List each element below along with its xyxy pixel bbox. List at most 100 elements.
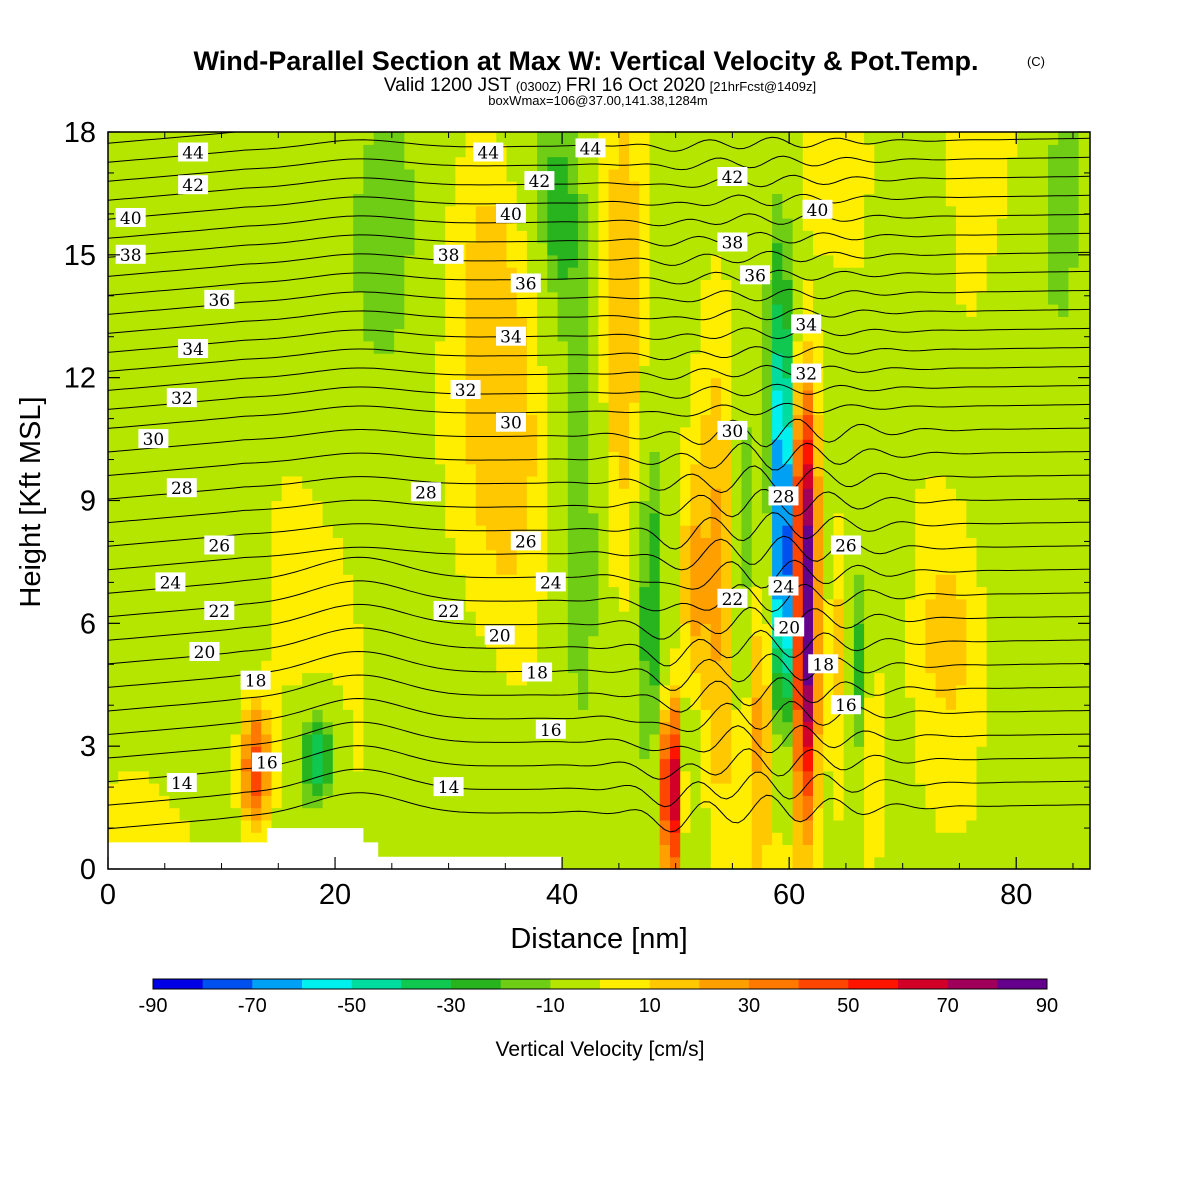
heatmap-cell: [435, 746, 446, 760]
heatmap-cell: [905, 451, 916, 465]
heatmap-cell: [118, 389, 129, 403]
heatmap-cell: [486, 377, 497, 391]
heatmap-cell: [567, 267, 579, 280]
heatmap-cell: [189, 586, 201, 600]
heatmap-cell: [659, 377, 671, 391]
heatmap-cell: [976, 488, 988, 502]
heatmap-cell: [598, 721, 610, 735]
heatmap-cell: [772, 709, 783, 723]
heatmap-cell: [557, 439, 569, 452]
heatmap-cell: [710, 561, 722, 575]
heatmap-cell: [547, 684, 559, 698]
heatmap-cell: [435, 414, 446, 428]
heatmap-cell: [690, 684, 702, 698]
heatmap-cell: [1068, 304, 1080, 317]
heatmap-cell: [853, 279, 865, 293]
heatmap-cell: [332, 660, 344, 674]
heatmap-cell: [332, 537, 344, 551]
heatmap-cell: [905, 856, 916, 869]
heatmap-cell: [557, 488, 569, 502]
heatmap-cell: [598, 316, 610, 330]
heatmap-cell: [1058, 623, 1069, 637]
heatmap-cell: [915, 426, 926, 440]
heatmap-cell: [833, 279, 845, 293]
heatmap-cell: [690, 770, 702, 784]
heatmap-cell: [802, 660, 814, 674]
heatmap-cell: [108, 672, 119, 686]
heatmap-cell: [884, 856, 896, 869]
heatmap-cell: [189, 451, 201, 465]
heatmap-cell: [915, 832, 926, 845]
heatmap-cell: [261, 316, 273, 330]
heatmap-cell: [792, 512, 804, 526]
heatmap-cell: [761, 254, 773, 268]
heatmap-cell: [138, 389, 150, 403]
heatmap-cell: [373, 795, 385, 809]
heatmap-cell: [956, 574, 967, 588]
heatmap-cell: [455, 512, 467, 526]
heatmap-cell: [772, 500, 783, 514]
heatmap-cell: [281, 549, 293, 563]
heatmap-cell: [271, 647, 283, 661]
heatmap-cell: [588, 795, 599, 809]
heatmap-cell: [128, 414, 140, 428]
heatmap-cell: [281, 537, 293, 551]
heatmap-cell: [823, 525, 834, 538]
heatmap-cell: [618, 561, 630, 575]
heatmap-cell: [322, 807, 334, 821]
heatmap-cell: [526, 758, 538, 772]
heatmap-cell: [383, 795, 395, 809]
heatmap-cell: [608, 267, 620, 280]
heatmap-cell: [639, 549, 651, 563]
heatmap-cell: [332, 647, 344, 661]
heatmap-cell: [690, 660, 702, 674]
heatmap-cell: [332, 353, 344, 366]
heatmap-cell: [281, 463, 293, 477]
heatmap-cell: [700, 389, 712, 403]
heatmap-cell: [1037, 279, 1049, 293]
heatmap-cell: [1058, 254, 1069, 268]
heatmap-cell: [557, 500, 569, 514]
heatmap-cell: [373, 525, 385, 538]
heatmap-cell: [1037, 770, 1049, 784]
heatmap-cell: [751, 660, 763, 674]
heatmap-cell: [1058, 328, 1069, 342]
heatmap-cell: [915, 340, 926, 354]
heatmap-cell: [148, 647, 160, 661]
heatmap-cell: [496, 426, 508, 440]
heatmap-cell: [884, 733, 896, 747]
heatmap-cell: [271, 623, 283, 637]
heatmap-cell: [353, 721, 364, 735]
heatmap-cell: [945, 672, 957, 686]
heatmap-cell: [894, 353, 906, 366]
heatmap-cell: [996, 758, 1008, 772]
heatmap-cell: [925, 254, 937, 268]
heatmap-cell: [230, 304, 242, 317]
heatmap-cell: [618, 623, 630, 637]
heatmap-cell: [843, 684, 855, 698]
heatmap-cell: [506, 660, 518, 674]
heatmap-cell: [772, 647, 783, 661]
heatmap-cell: [874, 635, 886, 649]
heatmap-cell: [373, 353, 385, 366]
heatmap-cell: [1058, 304, 1069, 317]
heatmap-cell: [894, 684, 906, 698]
heatmap-cell: [435, 316, 446, 330]
heatmap-cell: [670, 254, 681, 268]
heatmap-cell: [751, 819, 763, 833]
heatmap-cell: [312, 242, 324, 256]
heatmap-cell: [547, 819, 559, 833]
heatmap-cell: [343, 537, 354, 551]
heatmap-cell: [782, 537, 794, 551]
heatmap-cell: [864, 709, 875, 723]
heatmap-cell: [915, 537, 926, 551]
heatmap-cell: [915, 783, 926, 796]
heatmap-cell: [108, 488, 119, 502]
heatmap-cell: [578, 402, 589, 416]
heatmap-cell: [1068, 795, 1080, 809]
heatmap-cell: [465, 819, 477, 833]
heatmap-cell: [291, 402, 303, 416]
heatmap-cell: [945, 709, 957, 723]
heatmap-cell: [578, 475, 589, 489]
heatmap-cell: [905, 733, 916, 747]
